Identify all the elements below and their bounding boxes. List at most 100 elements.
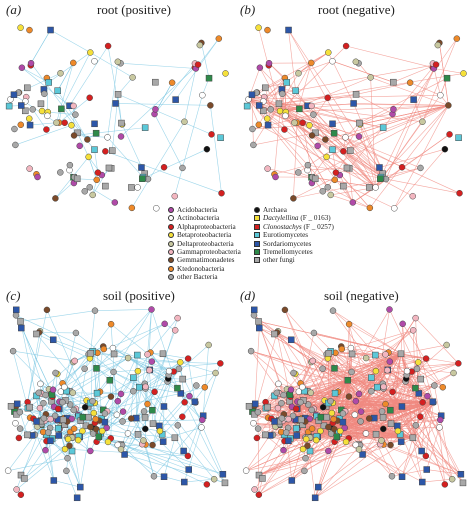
bacterial-node xyxy=(91,307,99,314)
network-edge xyxy=(344,371,412,429)
fungal-node xyxy=(261,84,269,92)
network-edge xyxy=(415,317,459,364)
fungal-node xyxy=(37,100,45,108)
bacterial-node xyxy=(199,91,206,99)
network-edge xyxy=(413,99,423,122)
network-edge xyxy=(45,406,89,415)
fungal-node xyxy=(54,87,61,94)
bacterial-node xyxy=(274,404,282,412)
network-edge xyxy=(96,309,152,369)
bacterial-node xyxy=(74,436,82,444)
network-edge xyxy=(418,362,443,388)
panel-c-letter: (c) xyxy=(6,288,21,303)
bacterial-node xyxy=(255,121,263,129)
bacterial-node xyxy=(76,142,83,150)
network-edge xyxy=(326,156,387,180)
circle-marker-icon xyxy=(168,257,174,264)
bacterial-node xyxy=(330,415,337,423)
network-edge xyxy=(315,437,414,499)
bacterial-node xyxy=(314,142,321,150)
network-edge xyxy=(73,105,75,136)
bacterial-node xyxy=(419,399,426,406)
network-edge xyxy=(96,357,129,369)
network-edge xyxy=(393,64,437,83)
fungal-node xyxy=(374,383,381,391)
fungal-node xyxy=(455,134,462,141)
bacterial-node xyxy=(297,398,304,406)
bacterial-node xyxy=(84,136,91,143)
network-edge xyxy=(343,151,381,179)
bacterial-node xyxy=(114,397,122,405)
fungal-node xyxy=(409,434,417,442)
bacterial-node xyxy=(179,413,186,420)
square-marker-icon xyxy=(254,232,260,239)
network-edge xyxy=(150,352,189,359)
fungal-node xyxy=(101,418,109,426)
bacterial-node xyxy=(403,367,411,375)
fungal-node xyxy=(292,425,300,432)
bacterial-node xyxy=(54,405,62,413)
fungal-node xyxy=(73,175,81,183)
fungal-node xyxy=(68,447,76,455)
fungal-node xyxy=(250,306,258,314)
bacterial-node xyxy=(91,57,98,65)
bacterial-node xyxy=(175,365,183,373)
bacterial-node xyxy=(310,329,318,337)
bacterial-node xyxy=(134,184,141,191)
fungal-node xyxy=(443,74,451,82)
bacterial-node xyxy=(25,115,33,122)
network-edge xyxy=(310,392,434,403)
bacterial-node xyxy=(100,345,108,353)
bacterial-node xyxy=(431,382,438,389)
network-edge xyxy=(347,363,459,381)
fungal-node xyxy=(177,390,185,397)
network-edge xyxy=(343,124,361,152)
network-edge xyxy=(350,127,384,151)
fungal-node xyxy=(243,102,251,110)
bacterial-node xyxy=(382,351,389,358)
fungal-node xyxy=(271,330,278,338)
network-edge xyxy=(66,470,78,498)
fungal-node xyxy=(138,164,145,171)
bacterial-node xyxy=(249,125,256,133)
network-edge xyxy=(27,309,48,403)
network-edge xyxy=(122,370,150,422)
bacterial-node xyxy=(212,369,219,377)
network-edge xyxy=(422,402,462,475)
network-edge xyxy=(298,149,333,173)
bacterial-node xyxy=(15,434,23,442)
network-edge xyxy=(302,379,348,388)
bacterial-node xyxy=(205,341,212,349)
bacterial-node xyxy=(117,133,125,140)
network-edge xyxy=(61,108,95,150)
network-edge xyxy=(305,417,413,439)
network-edge xyxy=(69,368,85,392)
circle-marker-icon xyxy=(168,248,174,255)
bacterial-node xyxy=(81,188,88,195)
bacterial-node xyxy=(325,423,332,431)
bacterial-node xyxy=(153,205,160,212)
bacterial-node xyxy=(218,189,225,197)
node-layer xyxy=(243,24,467,212)
fungal-node xyxy=(330,129,338,137)
network-edge xyxy=(425,402,434,456)
network-edge xyxy=(104,421,160,432)
bacterial-node xyxy=(13,486,20,493)
fungal-node xyxy=(297,416,305,424)
bacterial-node xyxy=(434,41,442,49)
fungal-node xyxy=(288,477,296,484)
network-panel-d xyxy=(242,306,467,502)
fungal-node xyxy=(152,78,159,86)
network-edge xyxy=(416,368,454,374)
circle-marker-icon xyxy=(168,240,174,247)
bacterial-node xyxy=(174,314,181,322)
bacterial-node xyxy=(437,416,444,424)
bacterial-node xyxy=(308,425,316,432)
network-edge xyxy=(258,402,434,496)
square-marker-icon xyxy=(254,240,260,247)
network-edge xyxy=(159,402,185,432)
legend-item: Tremellomycetes xyxy=(254,248,334,256)
square-marker-icon xyxy=(254,257,260,264)
bacterial-node xyxy=(272,173,279,181)
bacterial-node xyxy=(279,90,286,98)
